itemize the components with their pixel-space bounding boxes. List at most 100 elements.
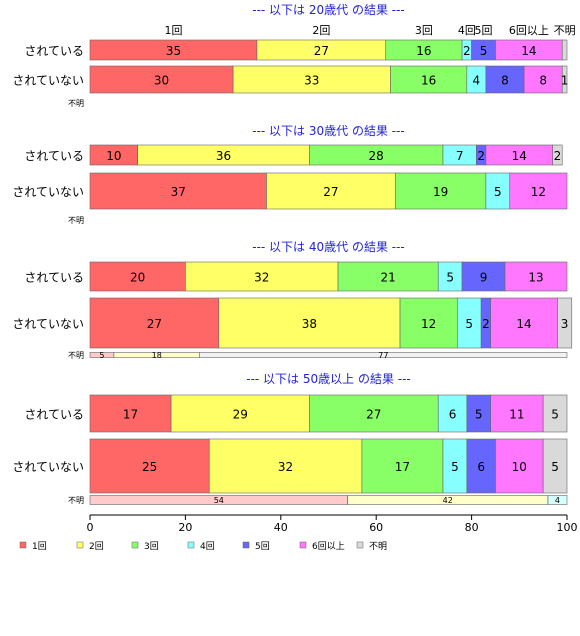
bar-segment (89, 438, 210, 494)
bar-value-label: 5 (451, 460, 459, 474)
bar-segment (170, 394, 310, 433)
group-title: --- 以下は 30歳代 の結果 --- (252, 124, 405, 138)
bar-value-label: 27 (323, 185, 338, 199)
bar-value-label: 36 (216, 149, 231, 163)
header-category-label: 6回以上 (509, 24, 549, 37)
unknown-value-label: 77 (378, 351, 388, 360)
legend-label: 6回以上 (312, 541, 345, 552)
bar-value-label: 25 (142, 460, 157, 474)
unknown-bar-segment (547, 495, 568, 505)
bar-value-label: 11 (509, 408, 524, 422)
bar-value-label: 27 (147, 317, 162, 331)
bar-segment (89, 394, 172, 433)
unknown-row-label: 不明 (68, 351, 84, 360)
bar-segment (542, 438, 568, 494)
unknown-value-label: 5 (99, 351, 104, 360)
bar-segment (89, 297, 220, 349)
bar-segment (561, 39, 568, 61)
header-category-label: 不明 (554, 24, 576, 37)
bar-value-label: 16 (416, 44, 431, 58)
legend-swatch (76, 541, 84, 549)
bar-value-label: 27 (366, 408, 381, 422)
bar-value-label: 37 (171, 185, 186, 199)
legend-swatch (131, 541, 139, 549)
bar-value-label: 14 (512, 149, 527, 163)
row-label: されていない (12, 460, 84, 474)
legend-label: 4回 (200, 541, 215, 552)
bar-segment (89, 261, 186, 292)
legend-swatch (356, 541, 364, 549)
bar-value-label: 5 (446, 271, 454, 285)
bar-value-label: 6 (477, 460, 485, 474)
unknown-row-label: 不明 (68, 496, 84, 505)
bar-segment (557, 297, 573, 349)
unknown-value-label: 42 (443, 496, 453, 505)
bar-value-label: 13 (528, 271, 543, 285)
bar-segment (89, 172, 267, 210)
unknown-value-label: 54 (214, 496, 224, 505)
bar-value-label: 3 (561, 317, 569, 331)
row-label: されている (24, 44, 84, 58)
bar-value-label: 19 (433, 185, 448, 199)
row-label: されている (24, 149, 84, 163)
bar-value-label: 35 (166, 44, 181, 58)
bar-value-label: 5 (494, 185, 502, 199)
legend-label: 5回 (255, 541, 270, 552)
bar-value-label: 5 (480, 44, 488, 58)
row-label: されていない (12, 185, 84, 199)
bar-value-label: 5 (551, 460, 559, 474)
bar-segment (490, 297, 558, 349)
bar-value-label: 20 (130, 271, 145, 285)
x-tick-label: 20 (178, 521, 192, 534)
bar-value-label: 5 (475, 408, 483, 422)
bar-segment (218, 297, 401, 349)
x-tick-label: 60 (369, 521, 383, 534)
bar-segment (485, 65, 525, 94)
bar-value-label: 14 (521, 44, 536, 58)
header-category-label: 4回 (458, 24, 476, 37)
header-category-label: 5回 (475, 24, 493, 37)
legend-swatch (299, 541, 307, 549)
bar-segment (437, 394, 468, 433)
unknown-row-label: 不明 (68, 99, 84, 108)
bar-value-label: 32 (278, 460, 293, 474)
header-category-label: 3回 (415, 24, 433, 37)
unknown-value-label: 4 (555, 496, 560, 505)
bar-value-label: 5 (551, 408, 559, 422)
group-title: --- 以下は 20歳代 の結果 --- (252, 3, 405, 17)
legend-swatch (242, 541, 250, 549)
bar-value-label: 32 (254, 271, 269, 285)
legend-label: 不明 (369, 541, 387, 552)
x-tick-label: 80 (465, 521, 479, 534)
bar-segment (266, 172, 396, 210)
bar-value-label: 6 (449, 408, 457, 422)
bar-value-label: 2 (554, 149, 562, 163)
bar-segment (542, 394, 568, 433)
bar-value-label: 38 (302, 317, 317, 331)
x-tick-label: 40 (274, 521, 288, 534)
bar-segment (361, 438, 444, 494)
legend-swatch (187, 541, 195, 549)
legend-swatch (19, 541, 27, 549)
bar-value-label: 2 (482, 317, 490, 331)
header-category-label: 2回 (312, 24, 330, 37)
bar-value-label: 33 (304, 74, 319, 88)
legend-label: 3回 (144, 541, 159, 552)
unknown-value-label: 18 (152, 351, 162, 360)
bar-value-label: 2 (477, 149, 485, 163)
group-title: --- 以下は 40歳代 の結果 --- (252, 240, 405, 254)
row-label: されている (24, 271, 84, 285)
bar-value-label: 12 (421, 317, 436, 331)
bar-value-label: 30 (154, 74, 169, 88)
bar-segment (461, 261, 506, 292)
bar-segment (490, 394, 544, 433)
bar-value-label: 29 (233, 408, 248, 422)
row-label: されていない (12, 74, 84, 88)
x-tick-label: 100 (557, 521, 578, 534)
bar-value-label: 28 (369, 149, 384, 163)
legend-label: 1回 (32, 541, 47, 552)
bar-value-label: 10 (512, 460, 527, 474)
bar-value-label: 8 (539, 74, 547, 88)
bar-value-label: 17 (395, 460, 410, 474)
